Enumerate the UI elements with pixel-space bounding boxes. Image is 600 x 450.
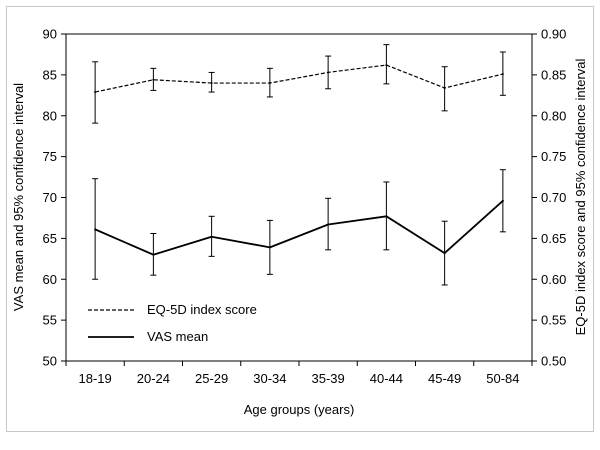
- y-tick-label-right: 0.60: [541, 272, 566, 287]
- data-point-vas: [327, 223, 330, 226]
- y-tick-label-right: 0.65: [541, 231, 566, 246]
- y-tick-label-left: 65: [43, 231, 57, 246]
- x-tick-label: 40-44: [370, 371, 403, 386]
- legend-label-eq5d: EQ-5D index score: [147, 302, 257, 317]
- y-tick-label-left: 75: [43, 149, 57, 164]
- data-point-eq5d: [385, 64, 388, 67]
- y-tick-label-left: 60: [43, 272, 57, 287]
- series-line-vas: [94, 200, 504, 256]
- series-layer: [92, 44, 506, 286]
- data-point-vas: [152, 253, 155, 256]
- data-point-eq5d: [152, 78, 155, 81]
- x-tick-label: 45-49: [428, 371, 461, 386]
- y-tick-label-right: 0.85: [541, 67, 566, 82]
- y-tick-label-left: 70: [43, 190, 57, 205]
- data-point-vas: [210, 235, 213, 238]
- data-point-eq5d: [443, 86, 446, 89]
- x-tick-label: 35-39: [312, 371, 345, 386]
- y-tick-label-left: 55: [43, 313, 57, 328]
- y-tick-label-right: 0.75: [541, 149, 566, 164]
- y-tick-label-right: 0.50: [541, 354, 566, 369]
- x-tick-label: 20-24: [137, 371, 170, 386]
- data-point-eq5d: [268, 82, 271, 85]
- legend: EQ-5D index score VAS mean: [88, 302, 257, 344]
- y-tick-label-left: 80: [43, 108, 57, 123]
- right-axis: 0.50 0.55 0.60 0.65 0.70 0.75 0.80 0.85 0.90: [532, 27, 566, 369]
- data-point-vas: [385, 215, 388, 218]
- data-point-vas: [268, 246, 271, 249]
- y-tick-label-left: 90: [43, 27, 57, 42]
- y-axis-left-title: VAS mean and 95% confidence interval: [11, 83, 26, 311]
- y-tick-label-left: 50: [43, 354, 57, 369]
- y-tick-label-right: 0.80: [541, 108, 566, 123]
- series-line-eq5d: [95, 64, 504, 93]
- data-point-eq5d: [210, 82, 213, 85]
- x-axis: 18-19 20-24 25-29 30-34 35-39 40-44 45-49 50-84: [65, 361, 533, 386]
- y-tick-label-left: 85: [43, 67, 57, 82]
- x-tick-label: 30-34: [253, 371, 286, 386]
- data-point-eq5d: [327, 71, 330, 74]
- y-tick-label-right: 0.55: [541, 313, 566, 328]
- left-axis: 50 55 60 65 70 75 80 85 90: [43, 27, 66, 369]
- x-tick-label: 25-29: [195, 371, 228, 386]
- y-tick-label-right: 0.70: [541, 190, 566, 205]
- x-tick-label: 50-84: [486, 371, 519, 386]
- data-point-vas: [94, 228, 97, 231]
- y-tick-label-right: 0.90: [541, 27, 566, 42]
- data-point-vas: [443, 252, 446, 255]
- x-axis-title: Age groups (years): [244, 402, 355, 417]
- y-axis-right-title: EQ-5D index score and 95% confidence int…: [573, 59, 588, 336]
- data-point-eq5d: [501, 73, 504, 76]
- plot-area: [65, 33, 533, 362]
- legend-label-vas: VAS mean: [147, 329, 208, 344]
- x-tick-label: 18-19: [79, 371, 112, 386]
- data-point-eq5d: [94, 91, 97, 94]
- data-point-vas: [501, 199, 504, 202]
